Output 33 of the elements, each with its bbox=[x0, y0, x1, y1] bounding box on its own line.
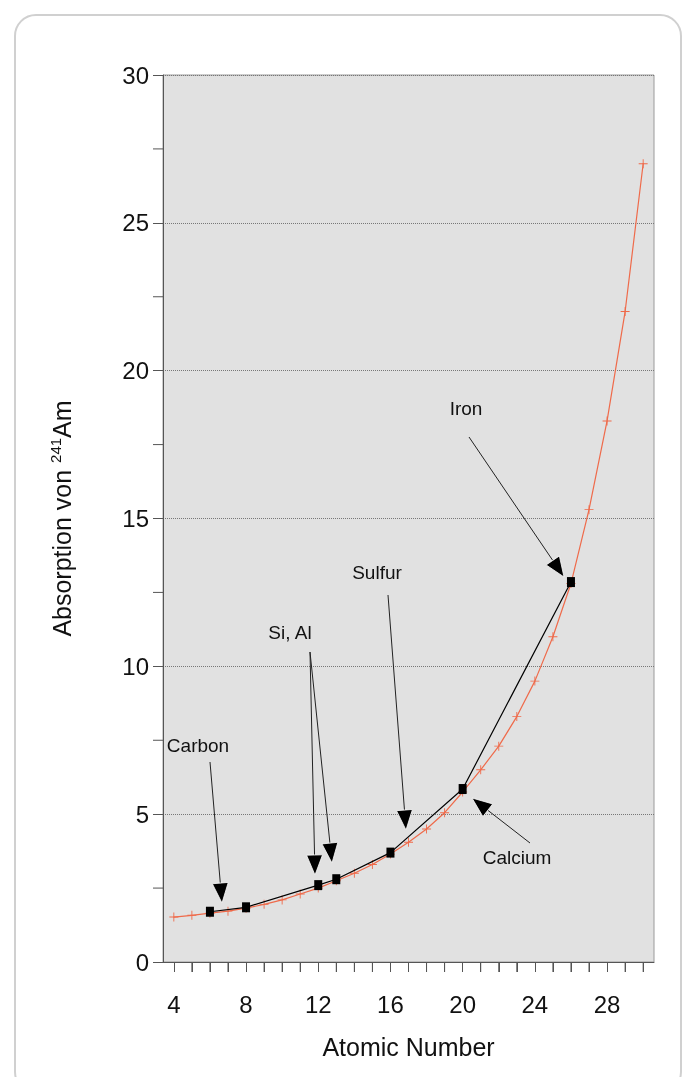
point bbox=[638, 159, 648, 169]
point bbox=[187, 910, 197, 920]
x-tick-label: 20 bbox=[449, 990, 477, 1018]
point bbox=[169, 912, 179, 922]
y-tick-label: 10 bbox=[122, 652, 149, 680]
x-tick-label: 28 bbox=[593, 990, 621, 1018]
point bbox=[440, 808, 450, 818]
annotation: Calcium bbox=[482, 846, 552, 868]
y-tick-label: 30 bbox=[122, 61, 149, 89]
point bbox=[530, 676, 540, 686]
x-tick-label: 4 bbox=[167, 990, 181, 1018]
point bbox=[620, 307, 630, 317]
annotation: Carbon bbox=[166, 734, 230, 756]
annotation: Si, Al bbox=[268, 621, 312, 643]
annotation: Iron bbox=[449, 397, 483, 419]
y-tick-label: 20 bbox=[122, 357, 149, 385]
y-axis-title: Absorption von 241Am bbox=[47, 400, 76, 637]
point bbox=[494, 741, 504, 751]
point bbox=[476, 765, 486, 775]
point bbox=[548, 632, 558, 642]
x-tick-label: 12 bbox=[304, 990, 332, 1018]
y-tick-label: 15 bbox=[122, 505, 149, 532]
point bbox=[512, 712, 522, 722]
y-tick-label: 25 bbox=[122, 209, 149, 237]
x-tick-label: 8 bbox=[239, 990, 253, 1018]
x-tick-label: 24 bbox=[521, 990, 549, 1018]
point bbox=[404, 837, 413, 847]
y-tick-label: 0 bbox=[135, 948, 149, 976]
x-axis-title: Atomic Number bbox=[322, 1032, 495, 1061]
annotation: Sulfur bbox=[352, 561, 403, 583]
x-tick-label: 16 bbox=[377, 990, 404, 1018]
y-tick-label: 5 bbox=[135, 800, 149, 828]
point bbox=[602, 416, 612, 426]
